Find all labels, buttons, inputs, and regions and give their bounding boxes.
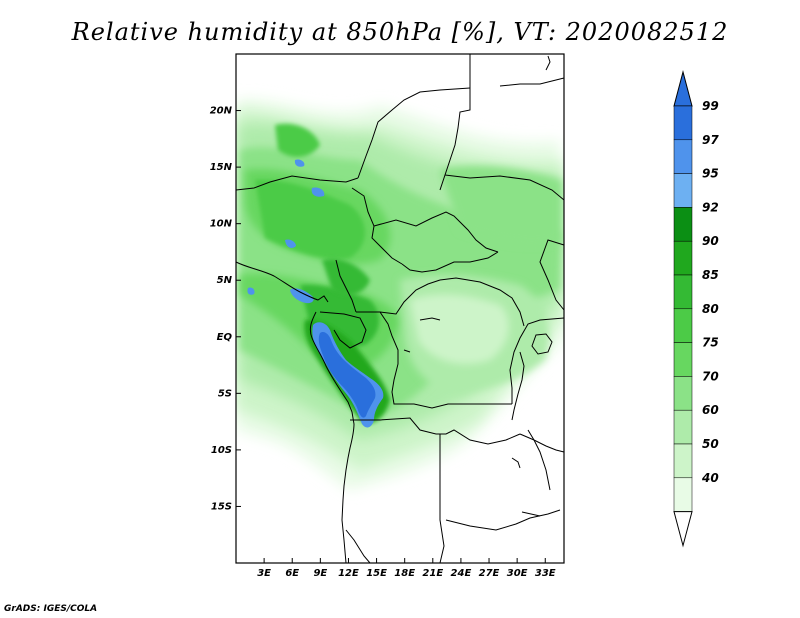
lat-tick-label: 15N bbox=[210, 162, 233, 173]
colorbar-segment bbox=[673, 207, 693, 242]
lon-tick-label: 12E bbox=[338, 568, 359, 579]
lat-tick-label: 5S bbox=[218, 388, 232, 399]
colorbar-label: 75 bbox=[702, 336, 719, 350]
colorbar-bottom-arrow bbox=[673, 511, 693, 548]
colorbar-label: 99 bbox=[702, 99, 719, 113]
colorbar-segment bbox=[673, 376, 693, 411]
colorbar-top-arrow bbox=[673, 70, 693, 107]
colorbar-label: 97 bbox=[702, 133, 719, 147]
colorbar: 99 97 95 92 90 85 80 75 70 60 50 40 bbox=[673, 70, 719, 548]
axis-ticks: 20N 15N 10N 5N EQ 5S 10S 15S 3E 6E 9E 12E 15E 18E 21E 2… bbox=[210, 106, 556, 579]
colorbar-segment bbox=[673, 342, 693, 377]
map-frame bbox=[235, 53, 565, 564]
lon-tick-label: 3E bbox=[257, 568, 271, 579]
lat-tick-label: EQ bbox=[217, 332, 233, 343]
lat-tick-label: 10S bbox=[211, 445, 232, 456]
colorbar-label: 92 bbox=[702, 200, 719, 214]
lat-tick-label: 15S bbox=[211, 501, 232, 512]
lon-tick-label: 24E bbox=[451, 568, 472, 579]
colorbar-label: 60 bbox=[702, 403, 719, 417]
colorbar-segment bbox=[673, 477, 693, 512]
lon-tick-label: 27E bbox=[479, 568, 500, 579]
colorbar-label: 40 bbox=[701, 471, 719, 485]
colorbar-segment bbox=[673, 173, 693, 208]
colorbar-segment bbox=[673, 139, 693, 174]
lon-tick-label: 6E bbox=[285, 568, 299, 579]
page-title: Relative humidity at 850hPa [%], VT: 202… bbox=[71, 18, 729, 46]
colorbar-label: 50 bbox=[702, 437, 719, 451]
lon-tick-label: 9E bbox=[313, 568, 327, 579]
colorbar-segment bbox=[673, 274, 693, 310]
colorbar-segment bbox=[673, 409, 693, 445]
lat-tick-label: 20N bbox=[210, 106, 233, 117]
colorbar-label: 90 bbox=[702, 234, 719, 248]
colorbar-segment bbox=[673, 240, 693, 276]
colorbar-segment bbox=[673, 443, 693, 479]
lon-tick-label: 30E bbox=[507, 568, 528, 579]
lon-tick-label: 33E bbox=[535, 568, 556, 579]
lat-tick-label: 5N bbox=[217, 275, 233, 286]
colorbar-segment bbox=[673, 308, 693, 343]
colorbar-label: 95 bbox=[702, 167, 719, 181]
political-boundaries bbox=[235, 54, 565, 564]
lon-tick-label: 21E bbox=[422, 568, 443, 579]
lon-tick-label: 15E bbox=[366, 568, 387, 579]
lon-tick-label: 18E bbox=[394, 568, 415, 579]
colorbar-label: 70 bbox=[702, 369, 719, 383]
colorbar-label: 85 bbox=[702, 268, 719, 282]
lat-tick-label: 10N bbox=[210, 219, 233, 230]
colorbar-segment bbox=[673, 105, 693, 141]
credit-text: GrADS: IGES/COLA bbox=[4, 604, 98, 614]
colorbar-label: 80 bbox=[702, 302, 719, 316]
